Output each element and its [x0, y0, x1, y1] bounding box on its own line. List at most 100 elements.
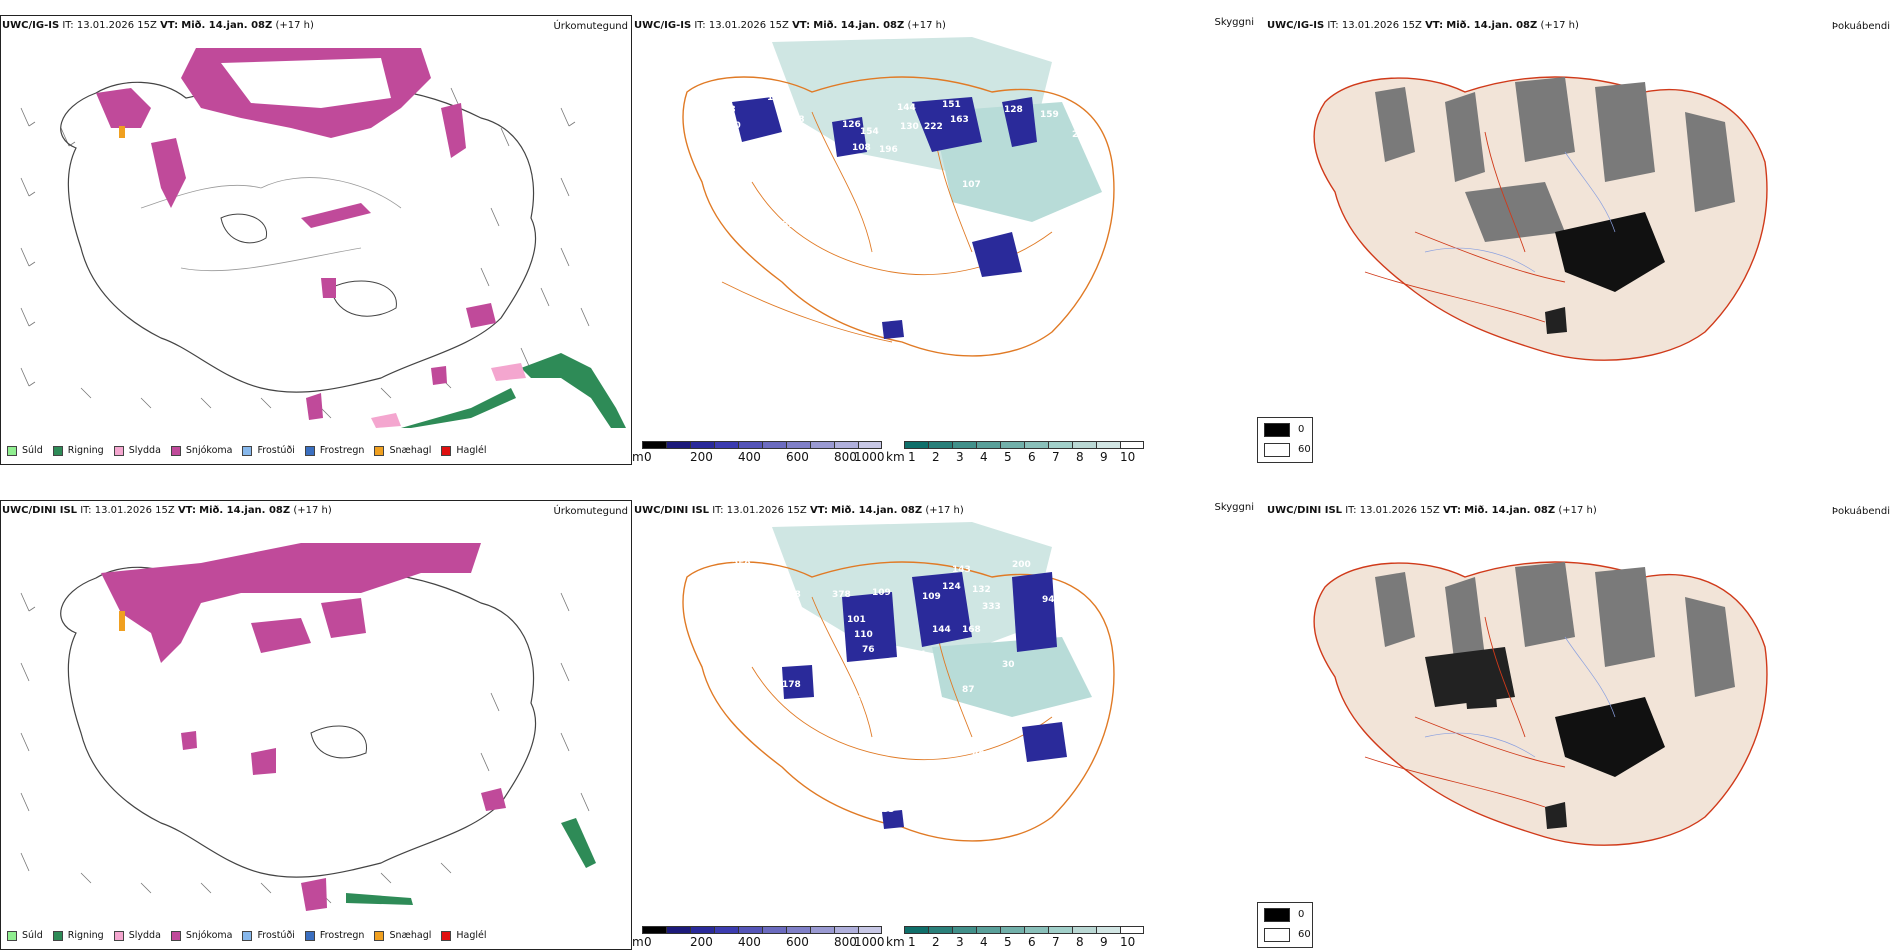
- panel-header: UWC/DINI ISL IT: 13.01.2026 15Z VT: Mið.…: [634, 505, 964, 516]
- colorbar-tick: 8: [1076, 935, 1084, 949]
- init-time: 13.01.2026 15Z: [726, 505, 807, 516]
- colorbar-swatch: [762, 926, 786, 934]
- visibility-value-labels: 259 175 198 222 97 378 109 109 124 143 1…: [732, 560, 1055, 815]
- vis-label: 109: [872, 588, 891, 598]
- init-time: 13.01.2026 15Z: [94, 505, 175, 516]
- vis-label: 121: [737, 85, 756, 95]
- vis-label: 14: [1002, 730, 1015, 740]
- vis-label: 25: [860, 250, 873, 260]
- colorbar-swatch: [1072, 441, 1096, 449]
- fog-legend: 0 60: [1257, 417, 1313, 463]
- colorbar-tick: 400: [738, 935, 761, 949]
- low-cloud-areas: [732, 97, 1037, 339]
- vis-label: 101: [782, 185, 801, 195]
- legend-item: Snæhagl: [374, 930, 431, 941]
- vis-label: 178: [782, 680, 801, 690]
- colorbar-tick: 200: [690, 935, 713, 949]
- legend-label: Rigning: [67, 445, 104, 456]
- colorbar-swatch: [952, 926, 976, 934]
- vis-label: 130: [900, 122, 919, 132]
- legend-label: Slydda: [128, 930, 161, 941]
- vis-label: 333: [982, 602, 1001, 612]
- legend-label: Súld: [22, 445, 43, 456]
- vis-label: 128: [1004, 105, 1023, 115]
- model-name: UWC/IG-IS: [2, 20, 60, 31]
- fog-gray-areas: [1375, 562, 1735, 697]
- colorbar-tick: 7: [1052, 450, 1060, 464]
- legend-swatch: [1264, 928, 1290, 942]
- legend-label: Frostúði: [257, 445, 295, 456]
- it-label: IT:: [712, 505, 724, 516]
- vt-label: VT:: [809, 505, 828, 516]
- colorbar-swatch: [1072, 926, 1096, 934]
- vis-label: 168: [962, 625, 981, 635]
- model-name: UWC/DINI ISL: [2, 505, 78, 516]
- vis-label: 259: [732, 560, 751, 570]
- vt-label: VT:: [1442, 505, 1461, 516]
- vis-label: 120: [722, 121, 741, 131]
- colorbar-unit: km: [886, 935, 905, 949]
- valid-time: Mið. 14.jan. 08Z: [181, 20, 273, 31]
- legend-swatch: [1264, 908, 1290, 922]
- vis-label: 72: [927, 215, 940, 225]
- vis-label: 110: [854, 630, 873, 640]
- precip-type-panel: Súld Rigning Slydda Snjókoma Frostúði Fr…: [0, 0, 632, 465]
- vis-label: 123: [882, 700, 901, 710]
- vis-label: 128: [882, 390, 901, 400]
- fog-index-panel: 0 60 UWC/IG-IS IT: 13.01.2026 15Z VT: Mi…: [1257, 0, 1900, 465]
- panel-title-fog: Þokuábendi: [1831, 21, 1890, 32]
- fog-legend: 0 60: [1257, 902, 1313, 948]
- lead-time: (+17 h): [275, 20, 314, 31]
- wind-barbs: [20, 87, 590, 419]
- legend-label: Snæhagl: [389, 445, 432, 456]
- colorbar-swatch: [928, 441, 952, 449]
- colorbar-tick: 200: [690, 450, 713, 464]
- vis-label: -158: [782, 115, 805, 125]
- legend-label: Slydda: [128, 445, 161, 456]
- panel-title-precip: Úrkomutegund: [553, 21, 628, 32]
- legend-swatch: [113, 445, 124, 456]
- colorbar-tick: 800: [834, 450, 857, 464]
- colorbar-tick: 5: [1004, 935, 1012, 949]
- panel-header: UWC/DINI ISL IT: 13.01.2026 15Z VT: Mið.…: [1267, 505, 1597, 516]
- legend-swatch: [1264, 443, 1290, 457]
- colorbar-tick: 600: [786, 935, 809, 949]
- legend-swatch: [304, 930, 315, 941]
- vis-label: 163: [950, 115, 969, 125]
- forecast-row-ig-is: Súld Rigning Slydda Snjókoma Frostúði Fr…: [0, 0, 1900, 465]
- legend-swatch: [1264, 423, 1290, 437]
- legend-label: Rigning: [67, 930, 104, 941]
- colorbar-tick: 5: [1004, 450, 1012, 464]
- legend-swatch: [242, 930, 253, 941]
- colorbar-swatch: [1048, 441, 1072, 449]
- legend-label: Frostregn: [319, 445, 365, 456]
- vis-label: 143: [717, 105, 736, 115]
- colorbar-swatch: [666, 441, 690, 449]
- colorbar-tick: 10: [1120, 450, 1136, 464]
- vis-label: 154: [860, 127, 879, 137]
- wind-barbs: [20, 592, 590, 904]
- vis-label: 126: [842, 120, 861, 130]
- legend-label: Snjókoma: [185, 445, 233, 456]
- legend-label: Súld: [22, 930, 43, 941]
- legend-label: 60: [1298, 929, 1311, 940]
- legend-label: 0: [1298, 909, 1305, 920]
- colorbar-swatch: [952, 441, 976, 449]
- it-label: IT:: [80, 505, 92, 516]
- vis-label: 97: [772, 635, 785, 645]
- legend-label: Haglél: [456, 445, 487, 456]
- valid-time: Mið. 14.jan. 08Z: [1446, 20, 1538, 31]
- vis-label: 316: [842, 695, 861, 705]
- legend-swatch: [113, 930, 124, 941]
- vis-label: 104: [907, 650, 926, 660]
- colorbar-swatch: [690, 441, 714, 449]
- vis-label: 198: [782, 590, 801, 600]
- legend-item: Snjókoma: [170, 445, 233, 456]
- visibility-colorbar: km 1 2 3 4 5 6 7 8 9 10: [886, 926, 1148, 949]
- colorbar-swatch: [1000, 926, 1024, 934]
- colorbar-swatch: [904, 441, 928, 449]
- visibility-panel: 121 141 143 -158 120 101 89 85 126 154 1…: [632, 0, 1254, 465]
- legend-swatch: [242, 445, 253, 456]
- colorbar-tick: 6: [1028, 935, 1036, 949]
- visibility-map: 259 175 198 222 97 378 109 109 124 143 1…: [682, 522, 1115, 842]
